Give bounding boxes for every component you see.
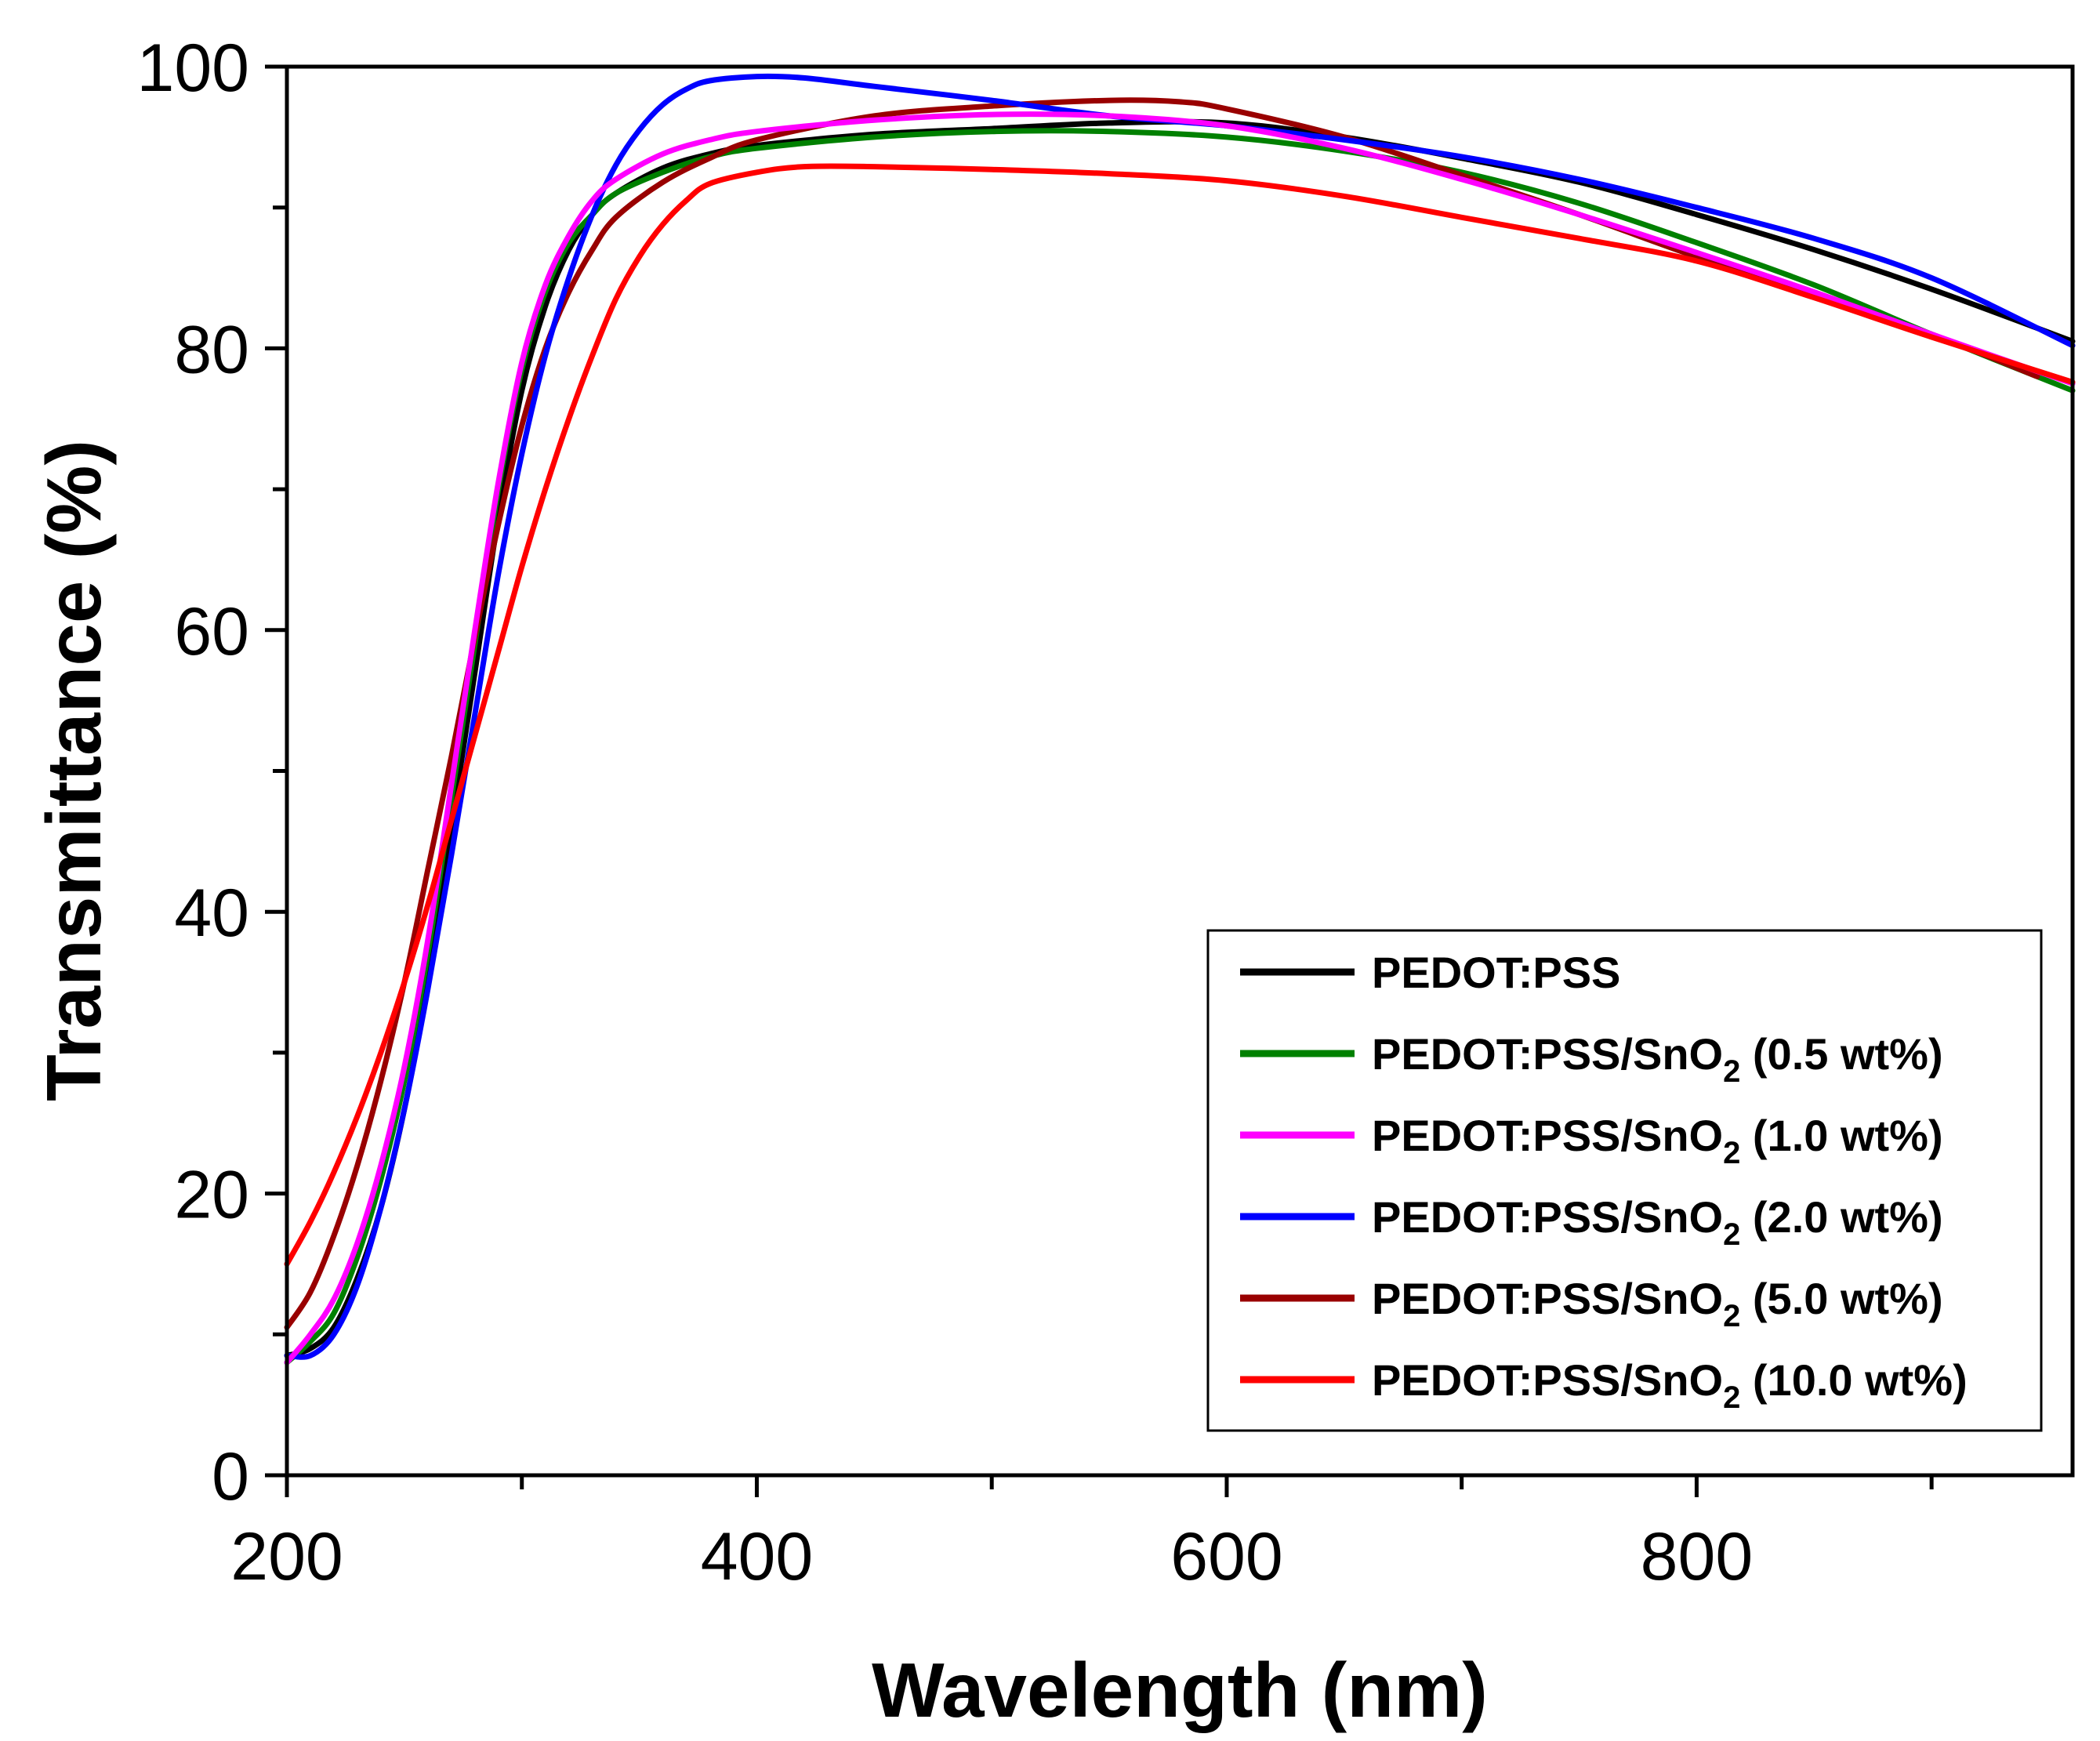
y-tick-label: 20: [174, 1158, 249, 1233]
legend-box: [1206, 929, 2043, 1432]
legend-label: PEDOT:PSS/SnO2 (1.0 wt%): [1372, 1111, 1943, 1170]
x-tick-label: 400: [701, 1519, 814, 1594]
legend-label: PEDOT:PSS: [1372, 948, 1620, 997]
legend-items: PEDOT:PSS PEDOT:PSS/SnO2 (0.5 wt%) PEDOT:P…: [1240, 948, 1968, 1415]
legend-item-4: PEDOT:PSS/SnO2 (2.0 wt%): [1240, 1192, 1943, 1252]
y-axis-title: Transmittance (%): [31, 440, 117, 1101]
legend-item-5: PEDOT:PSS/SnO2 (5.0 wt%): [1240, 1274, 1943, 1333]
series-layer: [284, 73, 2076, 1366]
y-tick-label: 100: [137, 31, 250, 106]
series-line-6: [284, 163, 2076, 1267]
legend-label: PEDOT:PSS/SnO2 (0.5 wt%): [1372, 1029, 1943, 1089]
legend: PEDOT:PSS PEDOT:PSS/SnO2 (0.5 wt%) PEDOT:P…: [1206, 929, 2043, 1432]
axis-ticks: [265, 64, 1934, 1497]
axis-tick-labels: 200 400 600 800 0 20 40 60 80 100: [137, 31, 1754, 1594]
x-axis-title: Wavelength (nm): [872, 1647, 1488, 1733]
legend-item-2: PEDOT:PSS/SnO2 (0.5 wt%): [1240, 1029, 1943, 1089]
y-tick-label: 60: [174, 594, 249, 669]
series-line-3: [284, 111, 2076, 1366]
y-tick-label: 40: [174, 876, 249, 951]
legend-label: PEDOT:PSS/SnO2 (10.0 wt%): [1372, 1355, 1968, 1415]
y-tick-label: 0: [212, 1439, 249, 1514]
legend-label: PEDOT:PSS/SnO2 (5.0 wt%): [1372, 1274, 1943, 1333]
legend-item-6: PEDOT:PSS/SnO2 (10.0 wt%): [1240, 1355, 1968, 1415]
x-tick-label: 800: [1641, 1519, 1754, 1594]
y-tick-label: 80: [174, 312, 249, 387]
legend-item-1: PEDOT:PSS: [1240, 948, 1620, 997]
legend-item-3: PEDOT:PSS/SnO2 (1.0 wt%): [1240, 1111, 1943, 1170]
x-tick-label: 600: [1170, 1519, 1283, 1594]
legend-label: PEDOT:PSS/SnO2 (2.0 wt%): [1372, 1192, 1943, 1252]
x-tick-label: 200: [230, 1519, 343, 1594]
series-line-4: [284, 73, 2076, 1360]
